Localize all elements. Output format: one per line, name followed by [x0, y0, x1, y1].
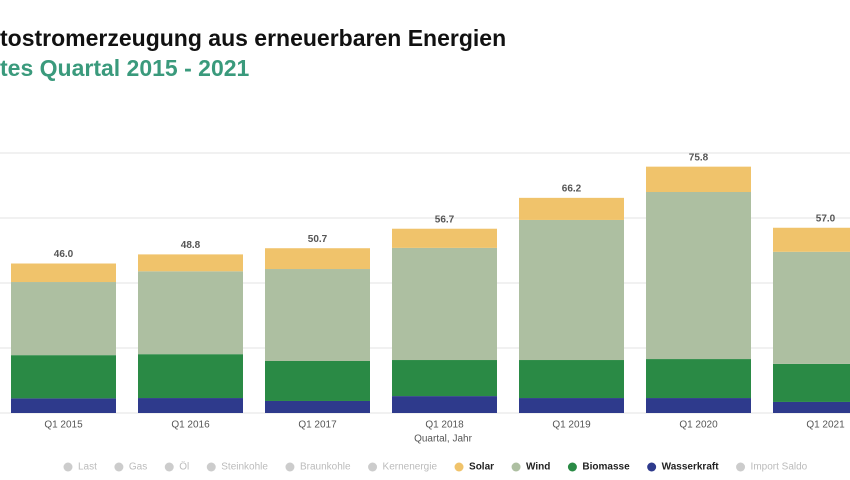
- legend-label: Wasserkraft: [662, 462, 720, 473]
- legend-label: Wind: [526, 462, 550, 473]
- legend-marker: [736, 462, 746, 472]
- bar-segment: [646, 359, 751, 399]
- bar-segment: [138, 354, 243, 399]
- bar-segment: [519, 398, 624, 413]
- bar-segment: [773, 227, 850, 252]
- bar-segment: [265, 400, 370, 413]
- bar-segment: [265, 248, 370, 270]
- bar-segment: [392, 396, 497, 413]
- chart-subtitle: tes Quartal 2015 - 2021: [0, 55, 250, 81]
- legend-label: Braunkohle: [300, 462, 351, 473]
- legend-label: Gas: [129, 462, 147, 473]
- bar-segment: [519, 360, 624, 399]
- x-tick-label: Q1 2019: [552, 420, 591, 431]
- legend-label: Solar: [469, 462, 494, 473]
- legend-marker: [206, 462, 216, 472]
- bar-segment: [138, 254, 243, 272]
- bar-segment: [773, 251, 850, 364]
- bar-segment: [265, 361, 370, 401]
- total-label: 48.8: [181, 240, 201, 251]
- x-axis-label: Quartal, Jahr: [414, 434, 472, 445]
- bar-segment: [392, 247, 497, 361]
- x-tick-label: Q1 2015: [44, 420, 83, 431]
- legend-marker: [114, 462, 124, 472]
- legend-label: Kernenergie: [383, 462, 438, 473]
- total-label: 56.7: [435, 214, 455, 225]
- bar-segment: [519, 197, 624, 220]
- bar-segment: [138, 271, 243, 355]
- legend-label: Import Saldo: [751, 462, 808, 473]
- bar-segment: [11, 398, 116, 413]
- bar-segment: [11, 355, 116, 399]
- x-tick-label: Q1 2017: [298, 420, 337, 431]
- x-tick-label: Q1 2021: [806, 420, 845, 431]
- legend-label: Steinkohle: [221, 462, 268, 473]
- bar-segment: [11, 282, 116, 356]
- bar-segment: [646, 192, 751, 360]
- bar-segment: [646, 166, 751, 192]
- bar-segment: [519, 219, 624, 361]
- legend-marker: [647, 462, 657, 472]
- chart-title: tostromerzeugung aus erneuerbaren Energi…: [0, 25, 506, 51]
- total-label: 75.8: [689, 152, 709, 163]
- x-tick-label: Q1 2018: [425, 420, 464, 431]
- legend-marker: [368, 462, 378, 472]
- legend-label: Öl: [179, 461, 189, 473]
- legend-marker: [285, 462, 295, 472]
- legend-label: Last: [78, 462, 97, 473]
- bar-segment: [265, 269, 370, 361]
- bar-segment: [773, 363, 850, 402]
- x-tick-label: Q1 2020: [679, 420, 718, 431]
- total-label: 46.0: [54, 249, 74, 260]
- total-label: 50.7: [308, 234, 328, 245]
- bar-segment: [392, 360, 497, 397]
- legend-marker: [454, 462, 464, 472]
- bar-segment: [392, 228, 497, 248]
- legend-marker: [567, 462, 577, 472]
- total-label: 57.0: [816, 213, 836, 224]
- legend-marker: [511, 462, 521, 472]
- bar-segment: [646, 398, 751, 413]
- bar-segment: [773, 401, 850, 413]
- x-tick-label: Q1 2016: [171, 420, 210, 431]
- bar-segment: [11, 263, 116, 283]
- total-label: 66.2: [562, 183, 582, 194]
- legend-marker: [63, 462, 73, 472]
- bar-segment: [138, 398, 243, 413]
- legend-marker: [164, 462, 174, 472]
- legend-label: Biomasse: [582, 462, 630, 473]
